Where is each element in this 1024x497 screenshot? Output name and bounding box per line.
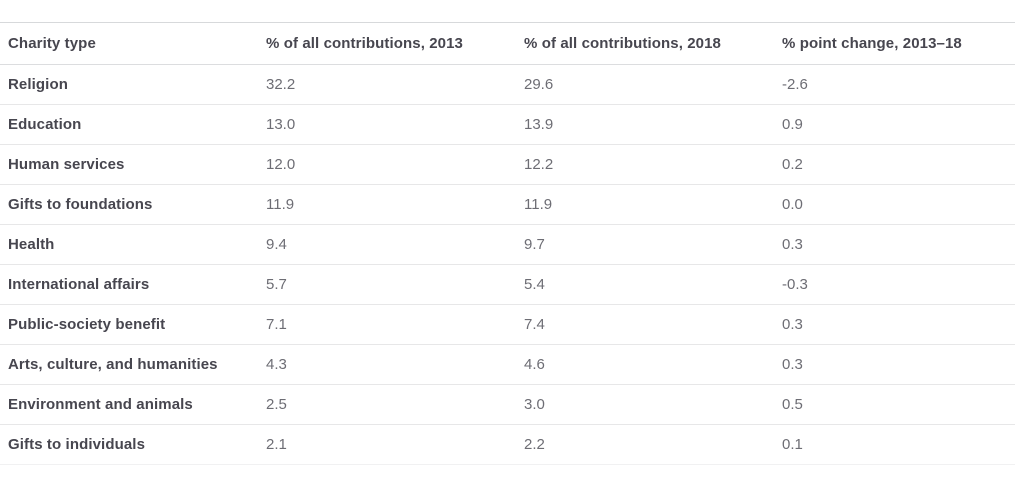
pct-2013-cell: 4.3 bbox=[258, 344, 516, 385]
pct-2013-cell: 9.4 bbox=[258, 224, 516, 265]
table-row: Environment and animals 2.5 3.0 0.5 bbox=[0, 384, 1015, 425]
pct-2018-cell: 13.9 bbox=[516, 104, 774, 145]
column-header-charity-type: Charity type bbox=[0, 22, 258, 65]
table-row: Health 9.4 9.7 0.3 bbox=[0, 224, 1015, 265]
charity-type-cell: Gifts to individuals bbox=[0, 424, 258, 465]
charity-type-cell: Environment and animals bbox=[0, 384, 258, 425]
pct-2018-cell: 4.6 bbox=[516, 344, 774, 385]
point-change-cell: 0.2 bbox=[774, 144, 1015, 185]
table-row: Education 13.0 13.9 0.9 bbox=[0, 104, 1015, 145]
pct-2018-cell: 7.4 bbox=[516, 304, 774, 345]
pct-2013-cell: 13.0 bbox=[258, 104, 516, 145]
point-change-cell: 0.3 bbox=[774, 304, 1015, 345]
point-change-cell: 0.1 bbox=[774, 424, 1015, 465]
point-change-cell: 0.3 bbox=[774, 344, 1015, 385]
point-change-cell: -0.3 bbox=[774, 264, 1015, 305]
charity-contributions-table: Charity type % of all contributions, 201… bbox=[0, 22, 1015, 465]
pct-2013-cell: 2.1 bbox=[258, 424, 516, 465]
charity-type-cell: Public-society benefit bbox=[0, 304, 258, 345]
table-body: Religion 32.2 29.6 -2.6 Education 13.0 1… bbox=[0, 64, 1015, 465]
pct-2018-cell: 5.4 bbox=[516, 264, 774, 305]
table-row: Gifts to individuals 2.1 2.2 0.1 bbox=[0, 424, 1015, 465]
table-row: Public-society benefit 7.1 7.4 0.3 bbox=[0, 304, 1015, 345]
pct-2018-cell: 11.9 bbox=[516, 184, 774, 225]
column-header-pct-2018: % of all contributions, 2018 bbox=[516, 22, 774, 65]
charity-type-cell: Gifts to foundations bbox=[0, 184, 258, 225]
header-row: Charity type % of all contributions, 201… bbox=[0, 22, 1015, 65]
table-row: Human services 12.0 12.2 0.2 bbox=[0, 144, 1015, 185]
charity-type-cell: Human services bbox=[0, 144, 258, 185]
charity-type-cell: Education bbox=[0, 104, 258, 145]
table-row: Gifts to foundations 11.9 11.9 0.0 bbox=[0, 184, 1015, 225]
pct-2013-cell: 7.1 bbox=[258, 304, 516, 345]
charity-type-cell: Arts, culture, and humanities bbox=[0, 344, 258, 385]
point-change-cell: 0.3 bbox=[774, 224, 1015, 265]
point-change-cell: 0.9 bbox=[774, 104, 1015, 145]
pct-2018-cell: 9.7 bbox=[516, 224, 774, 265]
pct-2018-cell: 29.6 bbox=[516, 64, 774, 105]
pct-2013-cell: 5.7 bbox=[258, 264, 516, 305]
pct-2018-cell: 2.2 bbox=[516, 424, 774, 465]
table-row: Arts, culture, and humanities 4.3 4.6 0.… bbox=[0, 344, 1015, 385]
pct-2013-cell: 11.9 bbox=[258, 184, 516, 225]
table-row: International affairs 5.7 5.4 -0.3 bbox=[0, 264, 1015, 305]
point-change-cell: -2.6 bbox=[774, 64, 1015, 105]
point-change-cell: 0.0 bbox=[774, 184, 1015, 225]
charity-type-cell: International affairs bbox=[0, 264, 258, 305]
column-header-pct-2013: % of all contributions, 2013 bbox=[258, 22, 516, 65]
charity-table-container: Charity type % of all contributions, 201… bbox=[0, 22, 1015, 465]
pct-2013-cell: 12.0 bbox=[258, 144, 516, 185]
pct-2018-cell: 3.0 bbox=[516, 384, 774, 425]
point-change-cell: 0.5 bbox=[774, 384, 1015, 425]
pct-2018-cell: 12.2 bbox=[516, 144, 774, 185]
column-header-point-change: % point change, 2013–18 bbox=[774, 22, 1015, 65]
charity-type-cell: Religion bbox=[0, 64, 258, 105]
table-row: Religion 32.2 29.6 -2.6 bbox=[0, 64, 1015, 105]
pct-2013-cell: 2.5 bbox=[258, 384, 516, 425]
charity-type-cell: Health bbox=[0, 224, 258, 265]
pct-2013-cell: 32.2 bbox=[258, 64, 516, 105]
table-header: Charity type % of all contributions, 201… bbox=[0, 22, 1015, 65]
